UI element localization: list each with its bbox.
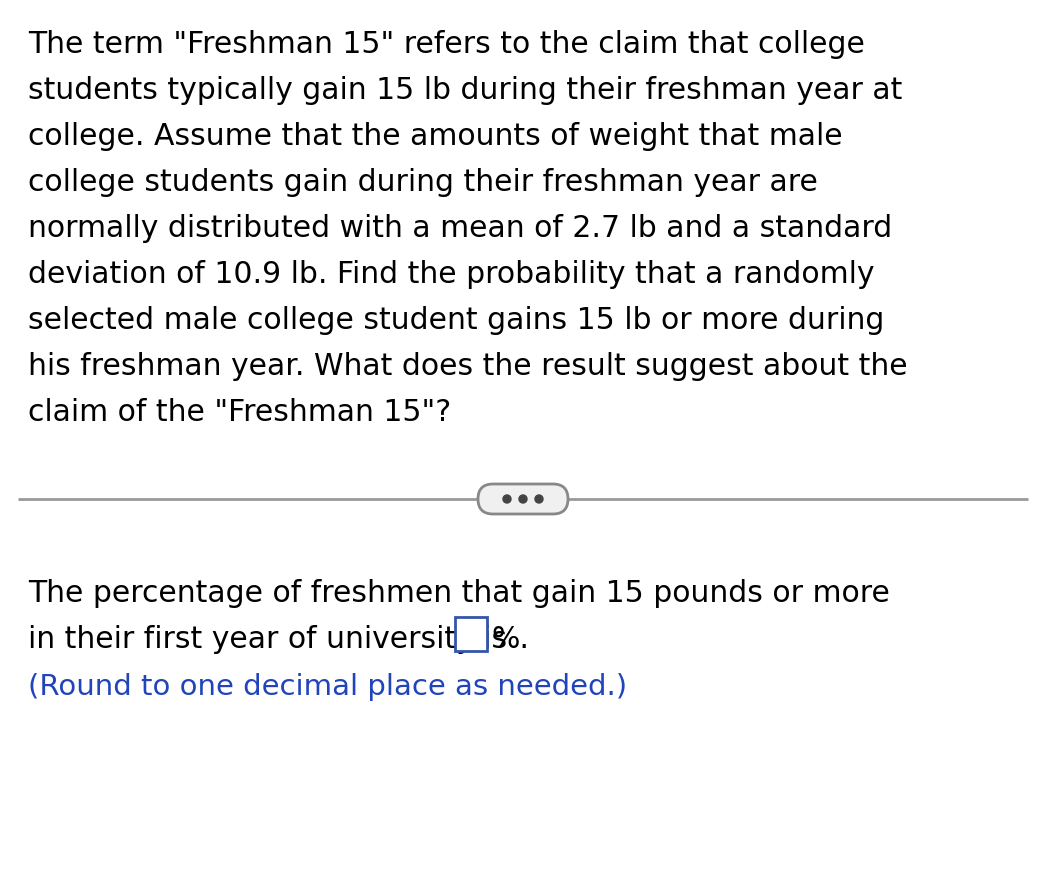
Text: The percentage of freshmen that gain 15 pounds or more: The percentage of freshmen that gain 15 … <box>28 579 890 608</box>
Text: students typically gain 15 lb during their freshman year at: students typically gain 15 lb during the… <box>28 76 903 105</box>
Text: %.: %. <box>491 625 529 654</box>
Text: claim of the "Freshman 15"?: claim of the "Freshman 15"? <box>28 398 451 427</box>
Circle shape <box>519 495 527 503</box>
Text: (Round to one decimal place as needed.): (Round to one decimal place as needed.) <box>28 673 628 701</box>
Text: The term "Freshman 15" refers to the claim that college: The term "Freshman 15" refers to the cla… <box>28 30 865 59</box>
Text: normally distributed with a mean of 2.7 lb and a standard: normally distributed with a mean of 2.7 … <box>28 214 892 243</box>
Text: college students gain during their freshman year are: college students gain during their fresh… <box>28 168 818 197</box>
Text: in their first year of university is: in their first year of university is <box>28 625 507 654</box>
Text: his freshman year. What does the result suggest about the: his freshman year. What does the result … <box>28 352 908 381</box>
Circle shape <box>535 495 543 503</box>
Text: selected male college student gains 15 lb or more during: selected male college student gains 15 l… <box>28 306 884 335</box>
Text: deviation of 10.9 lb. Find the probability that a randomly: deviation of 10.9 lb. Find the probabili… <box>28 260 874 289</box>
Circle shape <box>503 495 511 503</box>
Text: college. Assume that the amounts of weight that male: college. Assume that the amounts of weig… <box>28 122 843 151</box>
FancyBboxPatch shape <box>455 617 487 651</box>
FancyBboxPatch shape <box>478 484 568 514</box>
